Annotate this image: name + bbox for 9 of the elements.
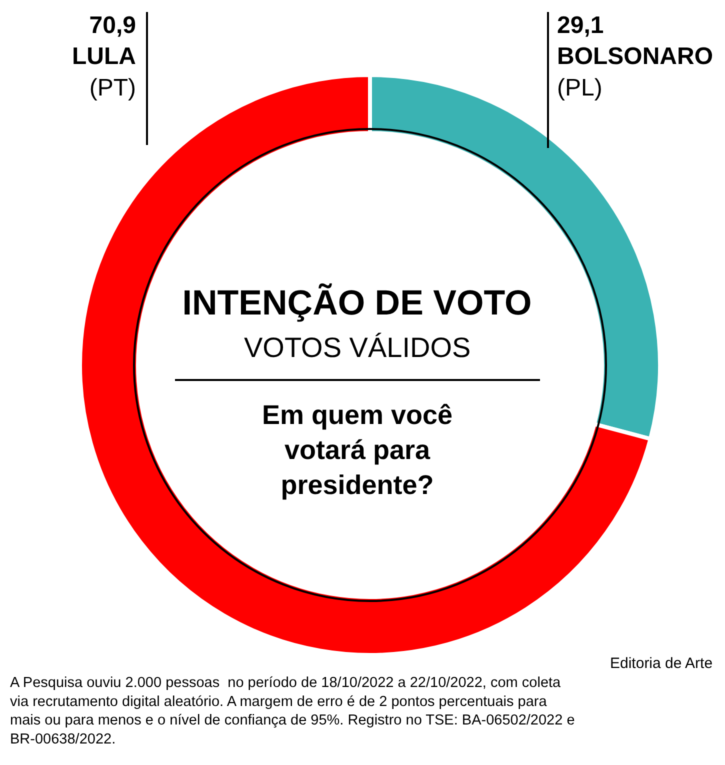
data-label: 70,9 <box>89 12 136 39</box>
slice-label: BOLSONARO (PL) <box>557 43 713 102</box>
data-label: 29,1 <box>557 12 604 39</box>
text: Editoria de Arte <box>610 655 713 672</box>
text: A Pesquisa ouviu 2.000 pessoas no período de 18/10/2022 a 22/10/2022, com coleta via recrutamento digital aleatório. A margem de erro é de 2 pontos percentuais para mais ou para menos e o nível de confiança de 95%. Registro no TSE: BA-06502/2022 e BR-00638/2022. <box>10 675 575 748</box>
text: INTENÇÃO DE VOTO <box>182 282 532 322</box>
text: VOTOS VÁLIDOS <box>244 332 471 363</box>
slice-label: LULA (PT) <box>72 43 136 102</box>
text: Em quem você votará para presidente? <box>262 400 453 500</box>
